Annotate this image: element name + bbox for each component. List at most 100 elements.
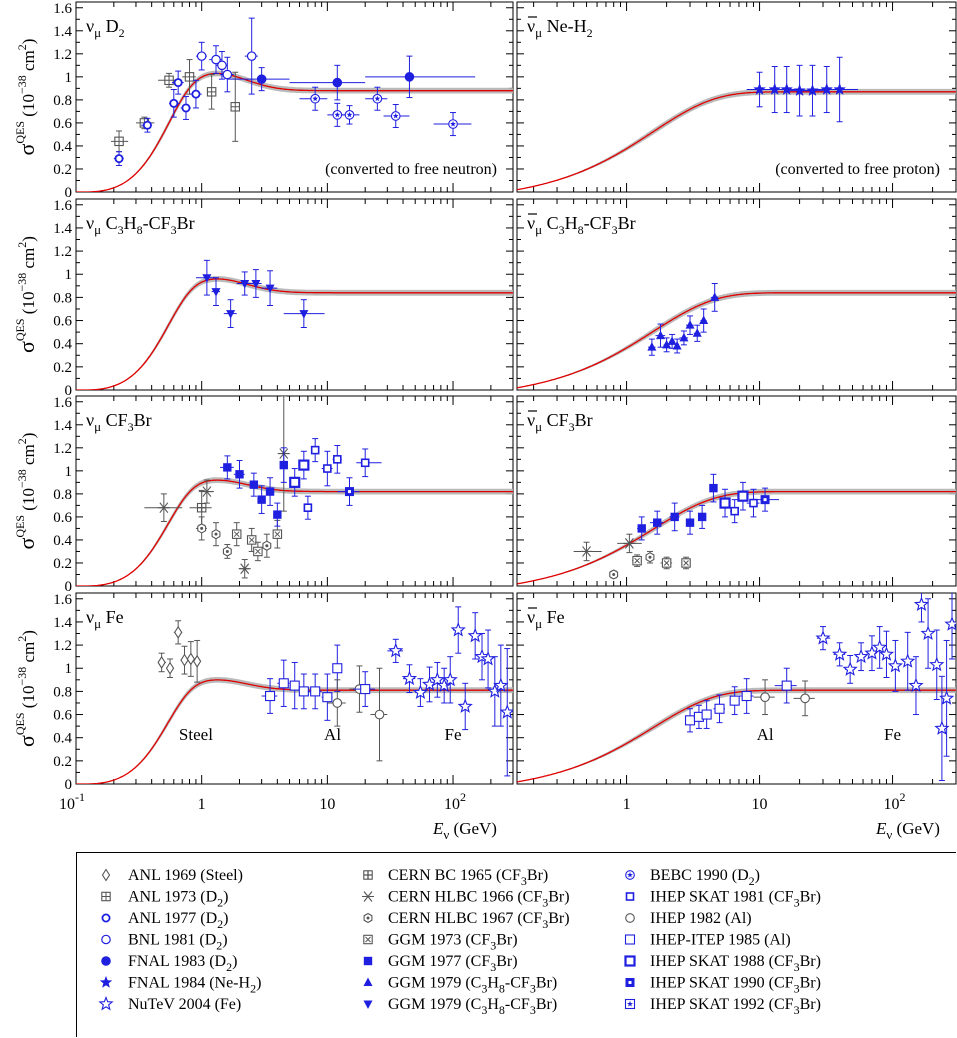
data-point: [853, 642, 869, 672]
marker-triangle-down: [265, 284, 275, 294]
y-tick-label: 0.8: [53, 290, 72, 306]
marker-open-circle: [760, 692, 770, 703]
marker-filled-square: [257, 495, 266, 504]
marker-open-star: [450, 622, 466, 637]
data-point: [289, 661, 300, 710]
label-nu: ν: [527, 607, 535, 627]
data-point: [920, 598, 936, 669]
marker-open-star: [878, 646, 895, 661]
theory-error-band: [76, 477, 513, 586]
data-point: [637, 516, 647, 541]
panel-nubar_CF3Br: νμ CF3Br: [516, 395, 957, 587]
label-mu: μ: [94, 222, 101, 237]
marker-square-small: [303, 503, 313, 512]
data-point: [211, 277, 221, 306]
data-point: [667, 333, 677, 349]
data-point: [289, 64, 366, 101]
marker-x: [233, 531, 240, 538]
data-point: [332, 644, 343, 692]
marker-diamond: [186, 652, 195, 666]
y-tick-label: 0.2: [53, 556, 72, 572]
data-point: [165, 658, 175, 679]
data-point: [195, 41, 207, 71]
marker-triangle-up: [656, 330, 666, 340]
data-point: [261, 678, 278, 714]
y-tick-label: 1.6: [53, 1, 72, 17]
label-nu: ν: [86, 213, 94, 233]
y-tick-label: 1: [65, 661, 73, 677]
marker-cross: [114, 137, 124, 146]
y-tick-label: 1.2: [53, 638, 72, 654]
marker-x: [255, 548, 261, 555]
data-point: [493, 644, 509, 727]
x-tick-label: 102: [444, 790, 466, 813]
marker-filled-square: [670, 512, 679, 522]
marker-x: [248, 537, 255, 543]
label-target: D: [101, 16, 119, 36]
theory-curve: [76, 72, 513, 192]
marker-open-star: [900, 653, 916, 668]
data-point: [195, 259, 216, 296]
marker-x: [274, 531, 281, 538]
data-point: [327, 679, 346, 727]
label-mu: μ: [94, 616, 101, 631]
y-tick-label: 1.4: [53, 418, 72, 434]
data-point: [823, 56, 859, 123]
marker-diamond: [157, 655, 166, 669]
label-nu: ν: [527, 16, 535, 36]
data-point: [370, 667, 388, 762]
theory-curve: [517, 490, 956, 585]
data-point: [467, 612, 483, 660]
data-point: [182, 59, 196, 95]
marker-asterisk: [580, 546, 593, 557]
data-point: [298, 450, 310, 480]
marker-open-star: [908, 677, 924, 693]
data-point: [223, 299, 237, 328]
marker-square-small: [323, 464, 332, 473]
y-tick-label: 0.6: [53, 116, 72, 132]
marker-asterisk: [157, 502, 170, 514]
marker-open-circle: [800, 693, 810, 704]
marker-filled-circle: [404, 72, 415, 82]
data-point: [746, 488, 760, 518]
marker-dot: [214, 532, 218, 536]
marker-filled-star: [780, 82, 794, 95]
marker-triangle-down: [211, 288, 221, 297]
marker-diamond: [174, 625, 183, 639]
material-label: Fe: [884, 725, 901, 744]
marker-cross: [197, 503, 206, 512]
data-point: [383, 103, 410, 129]
data-point: [289, 468, 301, 497]
data-point: [701, 700, 712, 729]
marker-open-star: [842, 661, 858, 676]
x-axis: [75, 396, 514, 586]
marker-open-star: [887, 657, 903, 673]
data-point: [649, 510, 664, 535]
y-tick-label: 0: [65, 579, 73, 595]
marker-open-square: [278, 678, 289, 689]
panel-nu_CF3Br: 0 0.2 0.4 0.6 0.8 1 1.2 1.4 1.6 νμ CF3Br σQES (10−…: [13, 395, 514, 595]
marker-open-square: [332, 663, 343, 674]
data-point: [206, 74, 217, 110]
marker-filled-square: [279, 460, 288, 470]
marker-open-star: [872, 639, 888, 654]
theory-curve-group: [76, 276, 513, 390]
y-tick-label: 0.8: [53, 684, 72, 700]
marker-open-circle: [374, 709, 385, 720]
marker-open-star: [944, 616, 956, 631]
theory-curve: [76, 278, 513, 390]
y-tick-label: 0.6: [53, 314, 72, 330]
data-point: [195, 516, 207, 541]
data-point: [753, 679, 775, 716]
marker-open-square: [714, 703, 725, 714]
data-point: [144, 493, 183, 523]
marker-cross: [207, 87, 216, 97]
marker-filled-square: [273, 510, 282, 519]
data-point: [173, 620, 183, 645]
data-point: [660, 556, 673, 570]
marker-triangle-up: [710, 292, 720, 301]
y-tick-label: 0.8: [53, 93, 72, 109]
material-label: Steel: [179, 725, 213, 744]
data-point: [499, 648, 513, 777]
